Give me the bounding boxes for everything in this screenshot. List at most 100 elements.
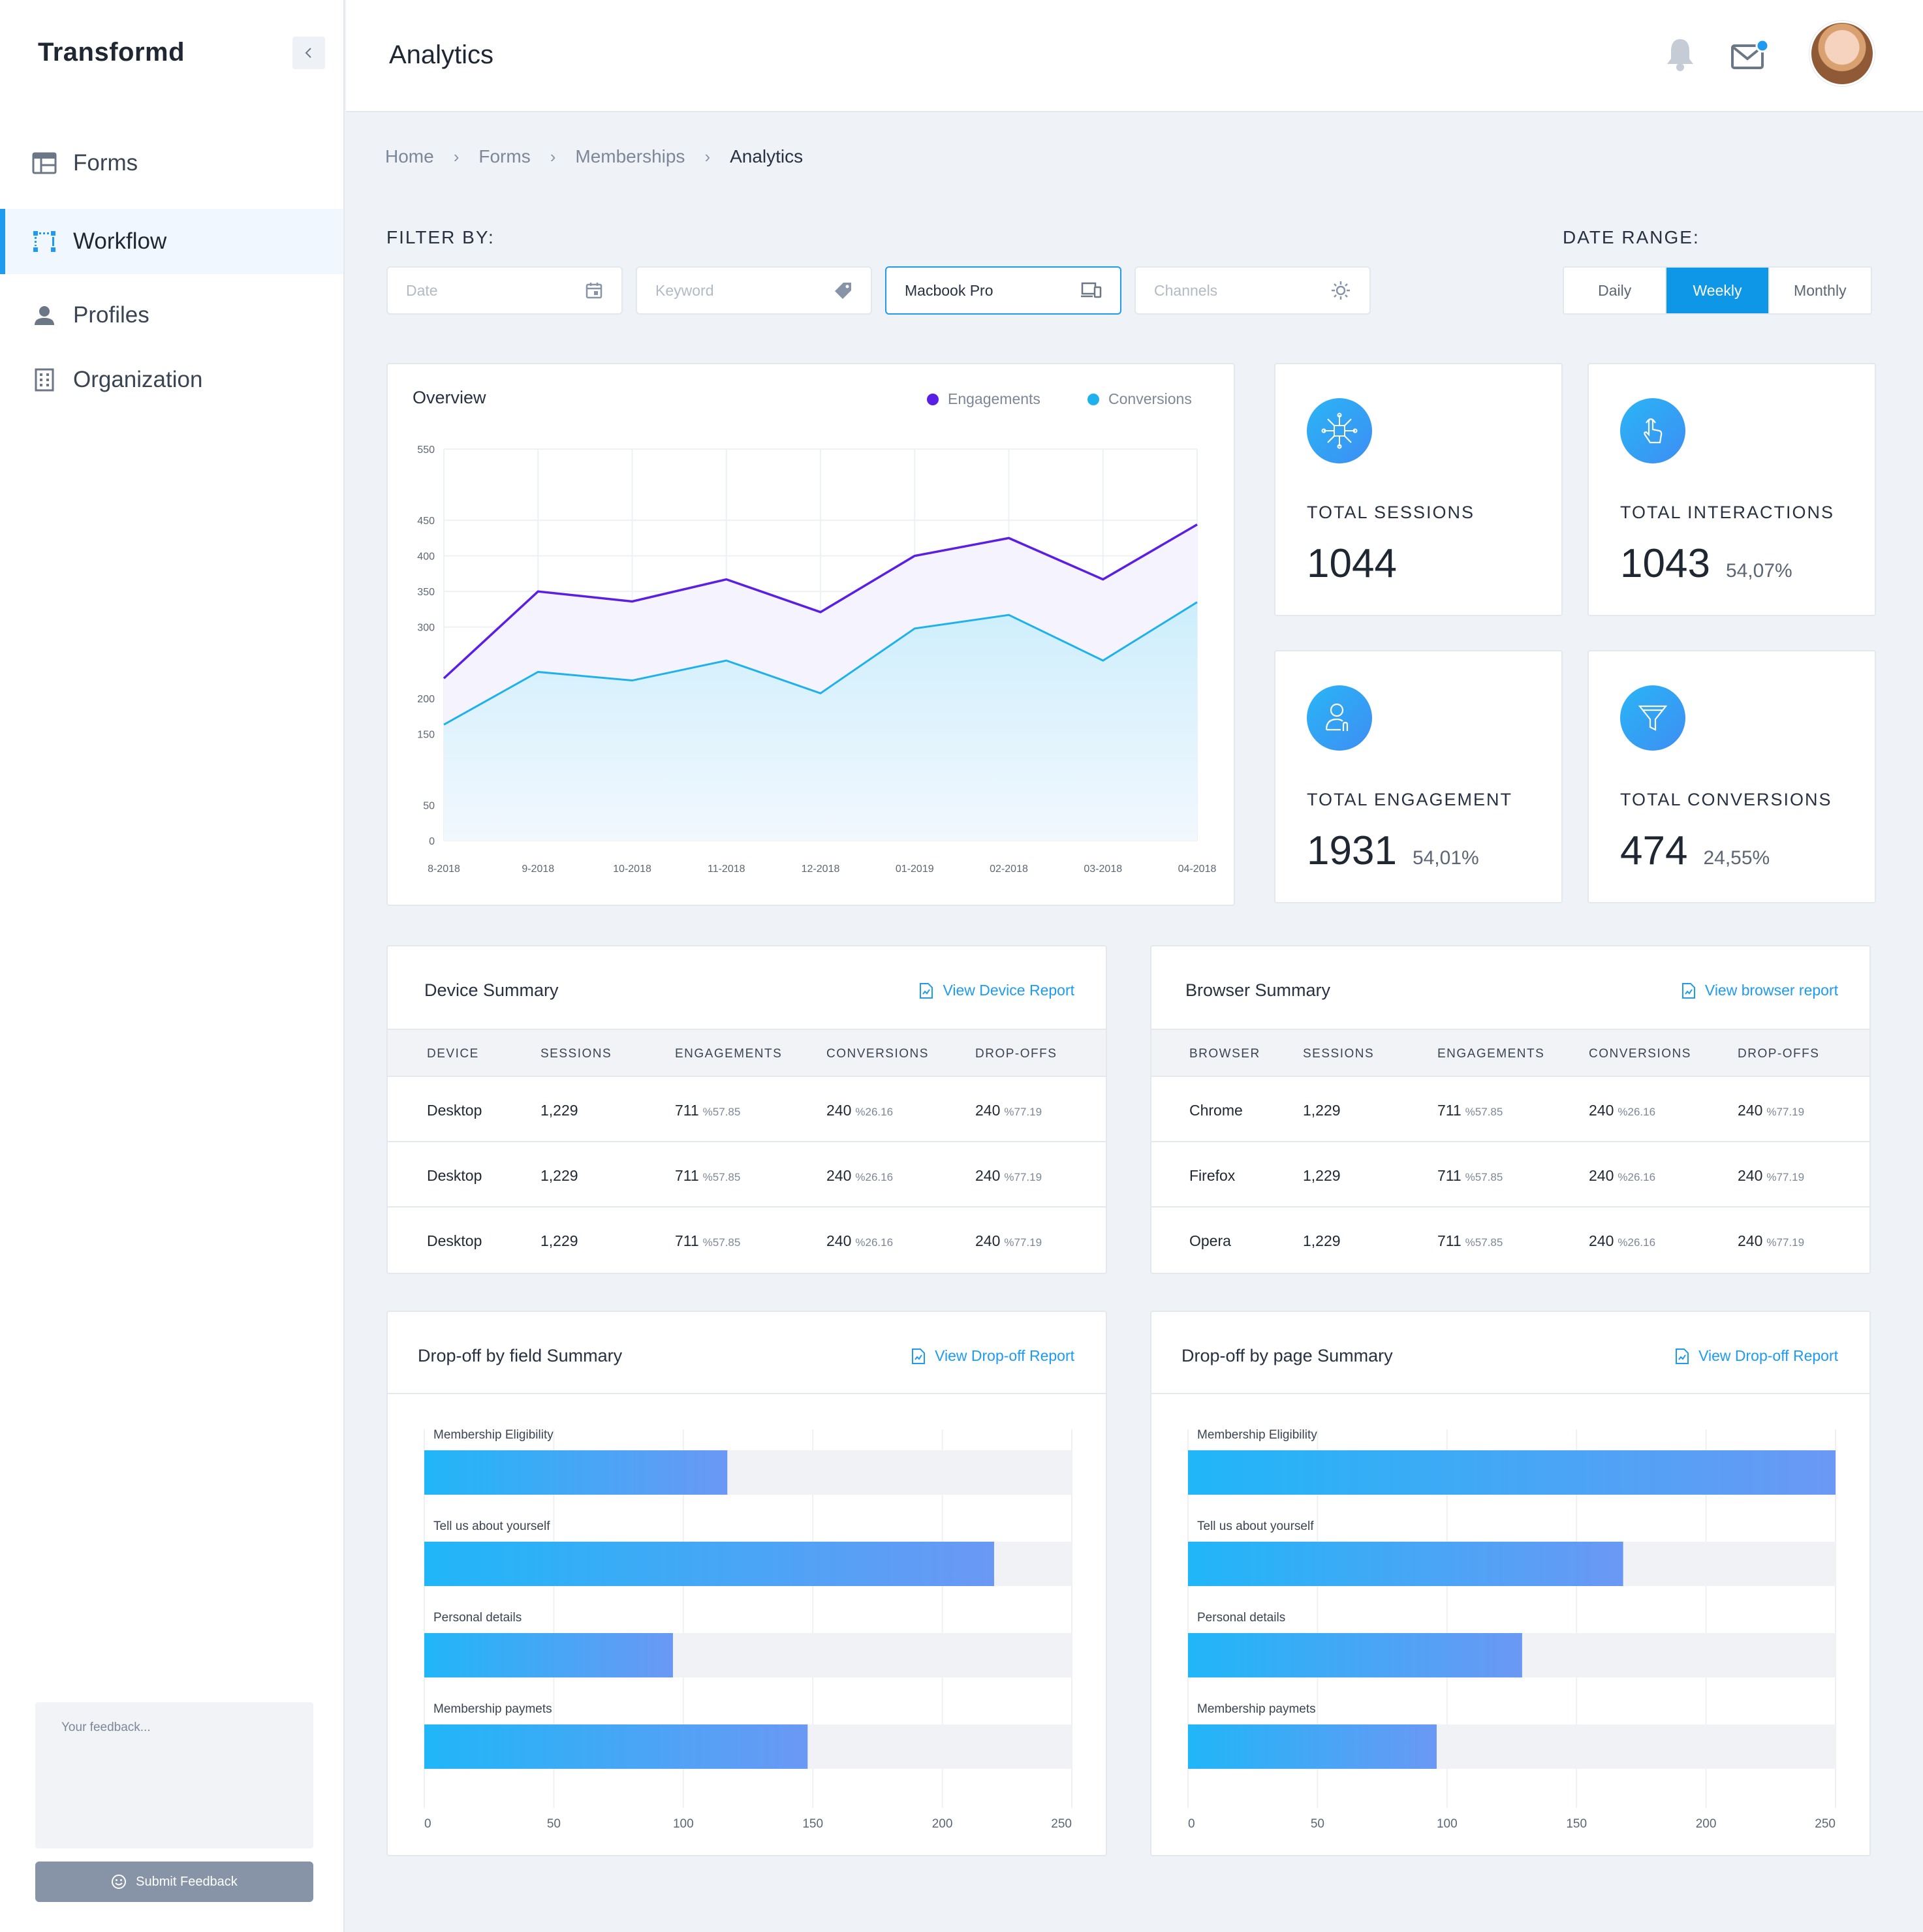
device-filter-select[interactable]: Macbook Pro bbox=[885, 266, 1121, 315]
legend-engagements[interactable]: Engagements bbox=[927, 390, 1040, 408]
column-header: CONVERSIONS bbox=[826, 1047, 929, 1061]
bar-label: Tell us about yourself bbox=[1197, 1519, 1314, 1533]
y-tick-label: 300 bbox=[417, 623, 435, 634]
cell-percent: %57.85 bbox=[702, 1171, 741, 1183]
x-tick-label: 250 bbox=[1815, 1817, 1836, 1831]
table-row[interactable]: Desktop 1,229 711 %57.85 240 %26.16 240 %77… bbox=[388, 1208, 1106, 1273]
date-filter-input[interactable]: Date bbox=[386, 266, 623, 315]
stat-number: 1044 bbox=[1307, 541, 1397, 586]
sidebar-item-organization[interactable]: Organization bbox=[0, 347, 343, 413]
y-tick-label: 0 bbox=[429, 836, 435, 847]
device-summary-card: Device Summary View Device Report DEVICE… bbox=[386, 945, 1107, 1274]
breadcrumb-home[interactable]: Home bbox=[385, 146, 434, 166]
y-tick-label: 450 bbox=[417, 516, 435, 527]
submit-feedback-button[interactable]: Submit Feedback bbox=[35, 1862, 313, 1902]
channels-placeholder: Channels bbox=[1154, 281, 1218, 299]
cell-dropoffs: 240 %77.19 bbox=[1738, 1232, 1804, 1250]
range-daily-button[interactable]: Daily bbox=[1564, 268, 1667, 313]
user-avatar[interactable] bbox=[1809, 21, 1875, 86]
cell-conversions: 240 %26.16 bbox=[826, 1102, 893, 1119]
engagements-line bbox=[443, 523, 1198, 679]
cell-percent: %77.19 bbox=[1766, 1106, 1805, 1118]
funnel-icon bbox=[1620, 685, 1685, 751]
cell-value: 240 bbox=[1738, 1167, 1763, 1184]
range-weekly-button[interactable]: Weekly bbox=[1666, 268, 1770, 313]
chevron-right-icon: › bbox=[453, 146, 460, 166]
cell-percent: %77.19 bbox=[1766, 1171, 1805, 1183]
cell-value: 240 bbox=[1738, 1102, 1763, 1119]
cell-percent: %57.85 bbox=[1465, 1171, 1503, 1183]
collapse-sidebar-button[interactable] bbox=[292, 37, 325, 69]
report-icon bbox=[1681, 982, 1695, 999]
link-label: View Drop-off Report bbox=[935, 1347, 1074, 1364]
x-tick-label: 01-2019 bbox=[896, 864, 934, 875]
stat-value: 474 24,55% bbox=[1620, 828, 1770, 874]
x-tick-label: 200 bbox=[1696, 1817, 1717, 1831]
breadcrumb-forms[interactable]: Forms bbox=[478, 146, 531, 166]
overview-chart: 0 50 150 200 300 350 400 450 550 8-2018 9-2018 10-2… bbox=[417, 444, 1216, 875]
cell-dropoffs: 240 %77.19 bbox=[1738, 1167, 1804, 1185]
smiley-icon bbox=[112, 1875, 127, 1889]
x-tick-label: 100 bbox=[1437, 1817, 1458, 1831]
view-browser-report-link[interactable]: View browser report bbox=[1681, 982, 1838, 999]
cell-percent: %77.19 bbox=[1004, 1236, 1042, 1249]
bar bbox=[424, 1450, 728, 1495]
table-row[interactable]: Desktop 1,229 711 %57.85 240 %26.16 240 %77… bbox=[388, 1077, 1106, 1142]
cell-browser: Chrome bbox=[1189, 1102, 1243, 1119]
keyword-filter-input[interactable]: Keyword bbox=[636, 266, 872, 315]
notifications-button[interactable] bbox=[1665, 37, 1696, 75]
cell-dropoffs: 240 %77.19 bbox=[975, 1232, 1042, 1250]
cell-conversions: 240 %26.16 bbox=[1589, 1232, 1655, 1250]
stat-number: 1043 bbox=[1620, 541, 1710, 586]
breadcrumb-memberships[interactable]: Memberships bbox=[575, 146, 685, 166]
cell-device: Desktop bbox=[427, 1232, 482, 1249]
sidebar-item-label: Organization bbox=[73, 367, 203, 392]
stat-label: TOTAL INTERACTIONS bbox=[1620, 503, 1835, 522]
cell-engagements: 711 %57.85 bbox=[1437, 1167, 1503, 1185]
bar bbox=[1188, 1724, 1437, 1769]
legend-conversions[interactable]: Conversions bbox=[1087, 390, 1192, 408]
report-icon bbox=[1676, 1348, 1689, 1364]
dropoff-field-chart: 0 50 100 150 200 250 Membership Eligibility Tel… bbox=[424, 1428, 1072, 1831]
view-device-report-link[interactable]: View Device Report bbox=[919, 982, 1074, 999]
bar bbox=[424, 1633, 673, 1677]
card-header: Device Summary View Device Report bbox=[388, 946, 1106, 1030]
bar-label: Membership Eligibility bbox=[1197, 1428, 1317, 1442]
report-icon bbox=[920, 982, 933, 999]
range-monthly-button[interactable]: Monthly bbox=[1794, 281, 1847, 299]
view-dropoff-report-link[interactable]: View Drop-off Report bbox=[911, 1347, 1074, 1365]
user-icon bbox=[31, 302, 57, 328]
x-tick-label: 250 bbox=[1051, 1817, 1072, 1831]
table-row[interactable]: Chrome 1,229 711 %57.85 240 %26.16 240 %77.… bbox=[1151, 1077, 1869, 1142]
bar-label: Personal details bbox=[433, 1611, 522, 1625]
feedback-textarea[interactable]: Your feedback... bbox=[35, 1702, 313, 1848]
bar-label: Membership paymets bbox=[1197, 1702, 1316, 1716]
messages-button[interactable] bbox=[1730, 39, 1770, 75]
overview-title: Overview bbox=[413, 388, 486, 407]
dropoff-page-card: Drop-off by page Summary View Drop-off R… bbox=[1150, 1311, 1871, 1856]
legend-label: Conversions bbox=[1108, 390, 1192, 407]
cell-engagements: 711 %57.85 bbox=[675, 1232, 740, 1250]
sidebar-item-profiles[interactable]: Profiles bbox=[0, 283, 343, 348]
cell-percent: %57.85 bbox=[702, 1236, 741, 1249]
table-row[interactable]: Opera 1,229 711 %57.85 240 %26.16 240 %77.1… bbox=[1151, 1208, 1869, 1273]
conversions-line bbox=[443, 601, 1198, 726]
table-row[interactable]: Firefox 1,229 711 %57.85 240 %26.16 240 %77… bbox=[1151, 1142, 1869, 1208]
user-engage-icon bbox=[1307, 685, 1372, 751]
bar-label: Personal details bbox=[1197, 1611, 1285, 1625]
cell-dropoffs: 240 %77.19 bbox=[1738, 1102, 1804, 1119]
cell-percent: %26.16 bbox=[1618, 1171, 1656, 1183]
column-header: DROP-OFFS bbox=[1738, 1047, 1820, 1061]
sidebar-item-forms[interactable]: Forms bbox=[0, 131, 343, 196]
sidebar-item-workflow[interactable]: Workflow bbox=[0, 209, 343, 274]
cell-value: 711 bbox=[675, 1232, 699, 1249]
cell-value: 711 bbox=[1437, 1232, 1462, 1249]
table-row[interactable]: Desktop 1,229 711 %57.85 240 %26.16 240 %77… bbox=[388, 1142, 1106, 1208]
report-icon bbox=[912, 1348, 926, 1364]
conversions-area bbox=[444, 602, 1197, 841]
y-tick-label: 550 bbox=[417, 444, 435, 456]
bar bbox=[1188, 1450, 1836, 1495]
channels-filter-input[interactable]: Channels bbox=[1134, 266, 1371, 315]
view-dropoff-report-link[interactable]: View Drop-off Report bbox=[1675, 1347, 1838, 1365]
broadcast-icon bbox=[1332, 281, 1350, 300]
